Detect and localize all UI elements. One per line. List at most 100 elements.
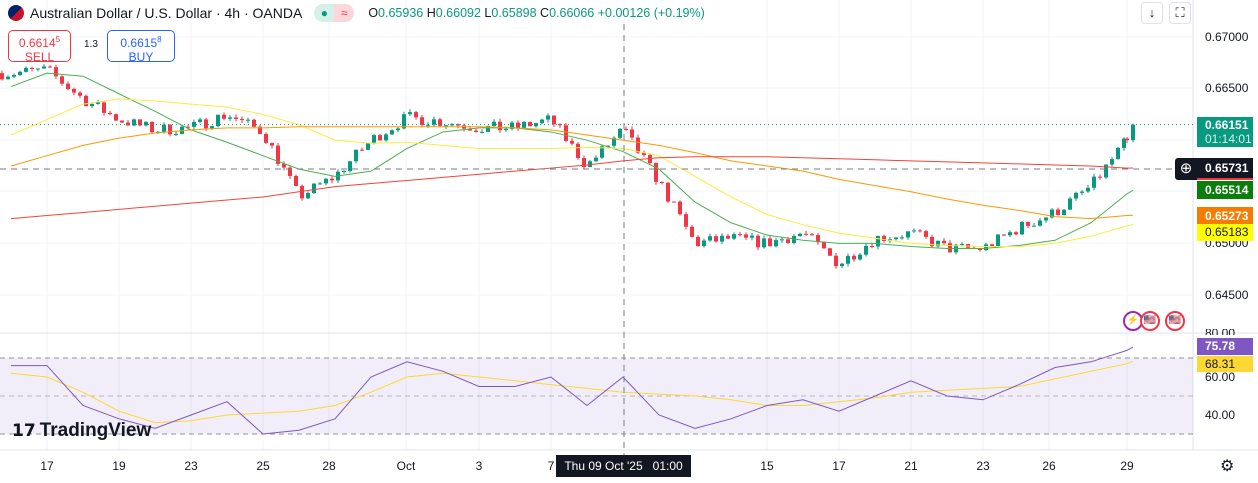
candle-body — [1008, 232, 1012, 236]
price-tick: 0.66500 — [1205, 81, 1249, 95]
candle-body — [288, 167, 292, 176]
candle-body — [576, 143, 580, 159]
candle-body — [90, 103, 94, 107]
time-tick: 26 — [1042, 459, 1056, 473]
candle-body — [402, 114, 406, 129]
aud-usd-flag-icon — [8, 5, 24, 21]
fullscreen-icon[interactable]: ⛶ — [1169, 2, 1191, 24]
time-tick: 15 — [760, 459, 774, 473]
candle-body — [864, 245, 868, 255]
candle-body — [144, 121, 148, 126]
candle-body — [204, 119, 208, 129]
candle-body — [744, 234, 748, 238]
candle-body — [1038, 220, 1042, 226]
candle-body — [870, 245, 874, 247]
candle-body — [210, 126, 214, 129]
candle-body — [714, 236, 718, 242]
candle-body — [840, 263, 844, 267]
event-us-flag-icon[interactable]: 🇺🇸 — [1140, 311, 1160, 331]
candle-body — [498, 121, 502, 131]
candle-body — [60, 76, 64, 84]
candle-body — [528, 122, 532, 127]
candle-body — [186, 126, 190, 128]
candle-body — [192, 121, 196, 127]
last-price-badge: 0.66151 01:14:01 — [1197, 117, 1253, 147]
candle-body — [30, 67, 34, 69]
scroll-down-icon[interactable]: ↓ — [1141, 2, 1163, 24]
candle-body — [1068, 198, 1072, 210]
candle-body — [1110, 159, 1114, 165]
candle-body — [834, 255, 838, 267]
candle-body — [942, 240, 946, 244]
candle-body — [582, 158, 586, 168]
candle-body — [42, 66, 46, 69]
candle-body — [102, 102, 106, 113]
symbol-title[interactable]: Australian Dollar / U.S. Dollar · 4h · O… — [30, 5, 303, 21]
candle-body — [378, 135, 382, 141]
candle-body — [1104, 164, 1108, 178]
candle-body — [606, 145, 610, 147]
candle-body — [894, 237, 898, 240]
candle-body — [984, 244, 988, 250]
add-alert-plus-icon[interactable]: ⊕ — [1175, 158, 1197, 180]
candle-body — [120, 120, 124, 123]
event-us-flag-icon[interactable]: 🇺🇸 — [1165, 311, 1185, 331]
candle-body — [924, 231, 928, 237]
candle-body — [216, 114, 220, 127]
event-lightning-icon[interactable]: ⚡ — [1123, 311, 1143, 331]
candle-body — [720, 235, 724, 242]
candle-body — [84, 95, 88, 107]
sell-button[interactable]: 0.66145 SELL — [8, 30, 71, 64]
price-tick: 0.67000 — [1205, 30, 1249, 44]
ohlc-values: O0.65936 H0.66092 L0.65898 C0.66066 +0.0… — [368, 6, 705, 20]
candle-body — [636, 137, 640, 153]
candle-body — [696, 236, 700, 247]
settings-gear-icon[interactable]: ⚙ — [1220, 458, 1235, 475]
candle-body — [780, 239, 784, 241]
candle-body — [408, 112, 412, 115]
rsi-tick: 80.00 — [1205, 329, 1235, 335]
buy-button[interactable]: 0.66158 BUY — [107, 30, 175, 64]
rsi-line — [11, 346, 1134, 435]
candle-body — [882, 236, 886, 242]
candle-body — [912, 230, 916, 232]
candle-body — [396, 128, 400, 131]
time-tick: 28 — [322, 459, 336, 473]
candle-body — [1056, 209, 1060, 215]
candle-body — [366, 142, 370, 150]
candle-body — [630, 129, 634, 138]
candle-body — [990, 244, 994, 247]
time-tick: 3 — [475, 459, 483, 473]
candle-body — [792, 236, 796, 244]
candle-body — [900, 237, 904, 239]
time-tick: Oct — [396, 459, 416, 473]
candle-body — [1131, 124, 1135, 141]
symbol-header: Australian Dollar / U.S. Dollar · 4h · O… — [8, 4, 705, 22]
time-tick: 29 — [1120, 459, 1134, 473]
candle-body — [996, 234, 1000, 247]
candle-body — [1002, 234, 1006, 236]
candle-body — [1122, 138, 1126, 148]
candle-body — [546, 115, 550, 120]
candle-body — [342, 171, 346, 173]
candle-body — [1014, 232, 1018, 235]
candle-body — [846, 255, 850, 264]
candle-body — [6, 76, 10, 80]
candle-body — [1080, 191, 1084, 193]
candle-body — [306, 193, 310, 199]
candle-body — [258, 126, 262, 134]
candle-body — [1020, 221, 1024, 235]
candle-body — [732, 234, 736, 239]
candle-body — [264, 133, 268, 143]
candle-body — [552, 115, 556, 125]
candle-body — [282, 163, 286, 168]
tradingview-logo: 𝟭𝟳 TradingView — [12, 420, 152, 441]
candle-body — [0, 73, 4, 80]
rsi-tick: 40.00 — [1205, 408, 1236, 422]
candle-body — [24, 67, 28, 72]
market-status[interactable]: ● ≈ — [314, 4, 355, 22]
approx-icon: ≈ — [334, 4, 355, 22]
candle-body — [150, 121, 154, 133]
candle-body — [420, 117, 424, 125]
